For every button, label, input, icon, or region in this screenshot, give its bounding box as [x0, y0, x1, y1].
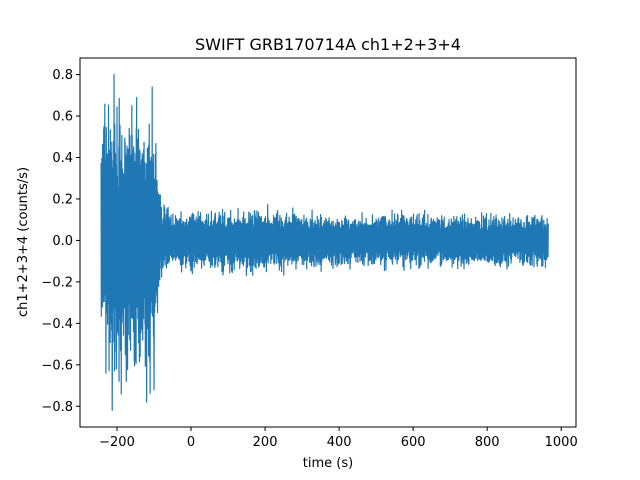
y-tick-label: 0.8 [52, 68, 73, 83]
plot-area [100, 73, 549, 412]
x-tick-label: 600 [401, 435, 426, 450]
y-axis-label: ch1+2+3+4 (counts/s) [16, 167, 31, 317]
chart-title: SWIFT GRB170714A ch1+2+3+4 [195, 35, 461, 54]
y-tick-label: −0.8 [41, 400, 73, 415]
x-axis: −200 0 200 400 600 800 1000 [99, 427, 578, 450]
series-line [100, 73, 549, 412]
x-tick-label: 800 [475, 435, 500, 450]
y-tick-label: 0.6 [52, 110, 73, 125]
y-tick-label: 0.4 [52, 151, 73, 166]
y-tick-label: −0.6 [41, 358, 73, 373]
y-tick-label: 0.0 [52, 234, 73, 249]
y-tick-label: −0.2 [41, 275, 73, 290]
x-tick-label: 400 [327, 435, 352, 450]
y-tick-label: −0.4 [41, 317, 73, 332]
x-axis-label: time (s) [303, 456, 353, 471]
y-tick-label: 0.2 [52, 192, 73, 207]
x-tick-label: 200 [253, 435, 278, 450]
plot-frame [79, 57, 577, 428]
x-tick-label: −200 [99, 435, 135, 450]
y-axis: −0.8 −0.6 −0.4 −0.2 0.0 0.2 0.4 0.6 0.8 [41, 68, 80, 415]
x-tick-label: 1000 [545, 435, 578, 450]
x-tick-label: 0 [187, 435, 195, 450]
